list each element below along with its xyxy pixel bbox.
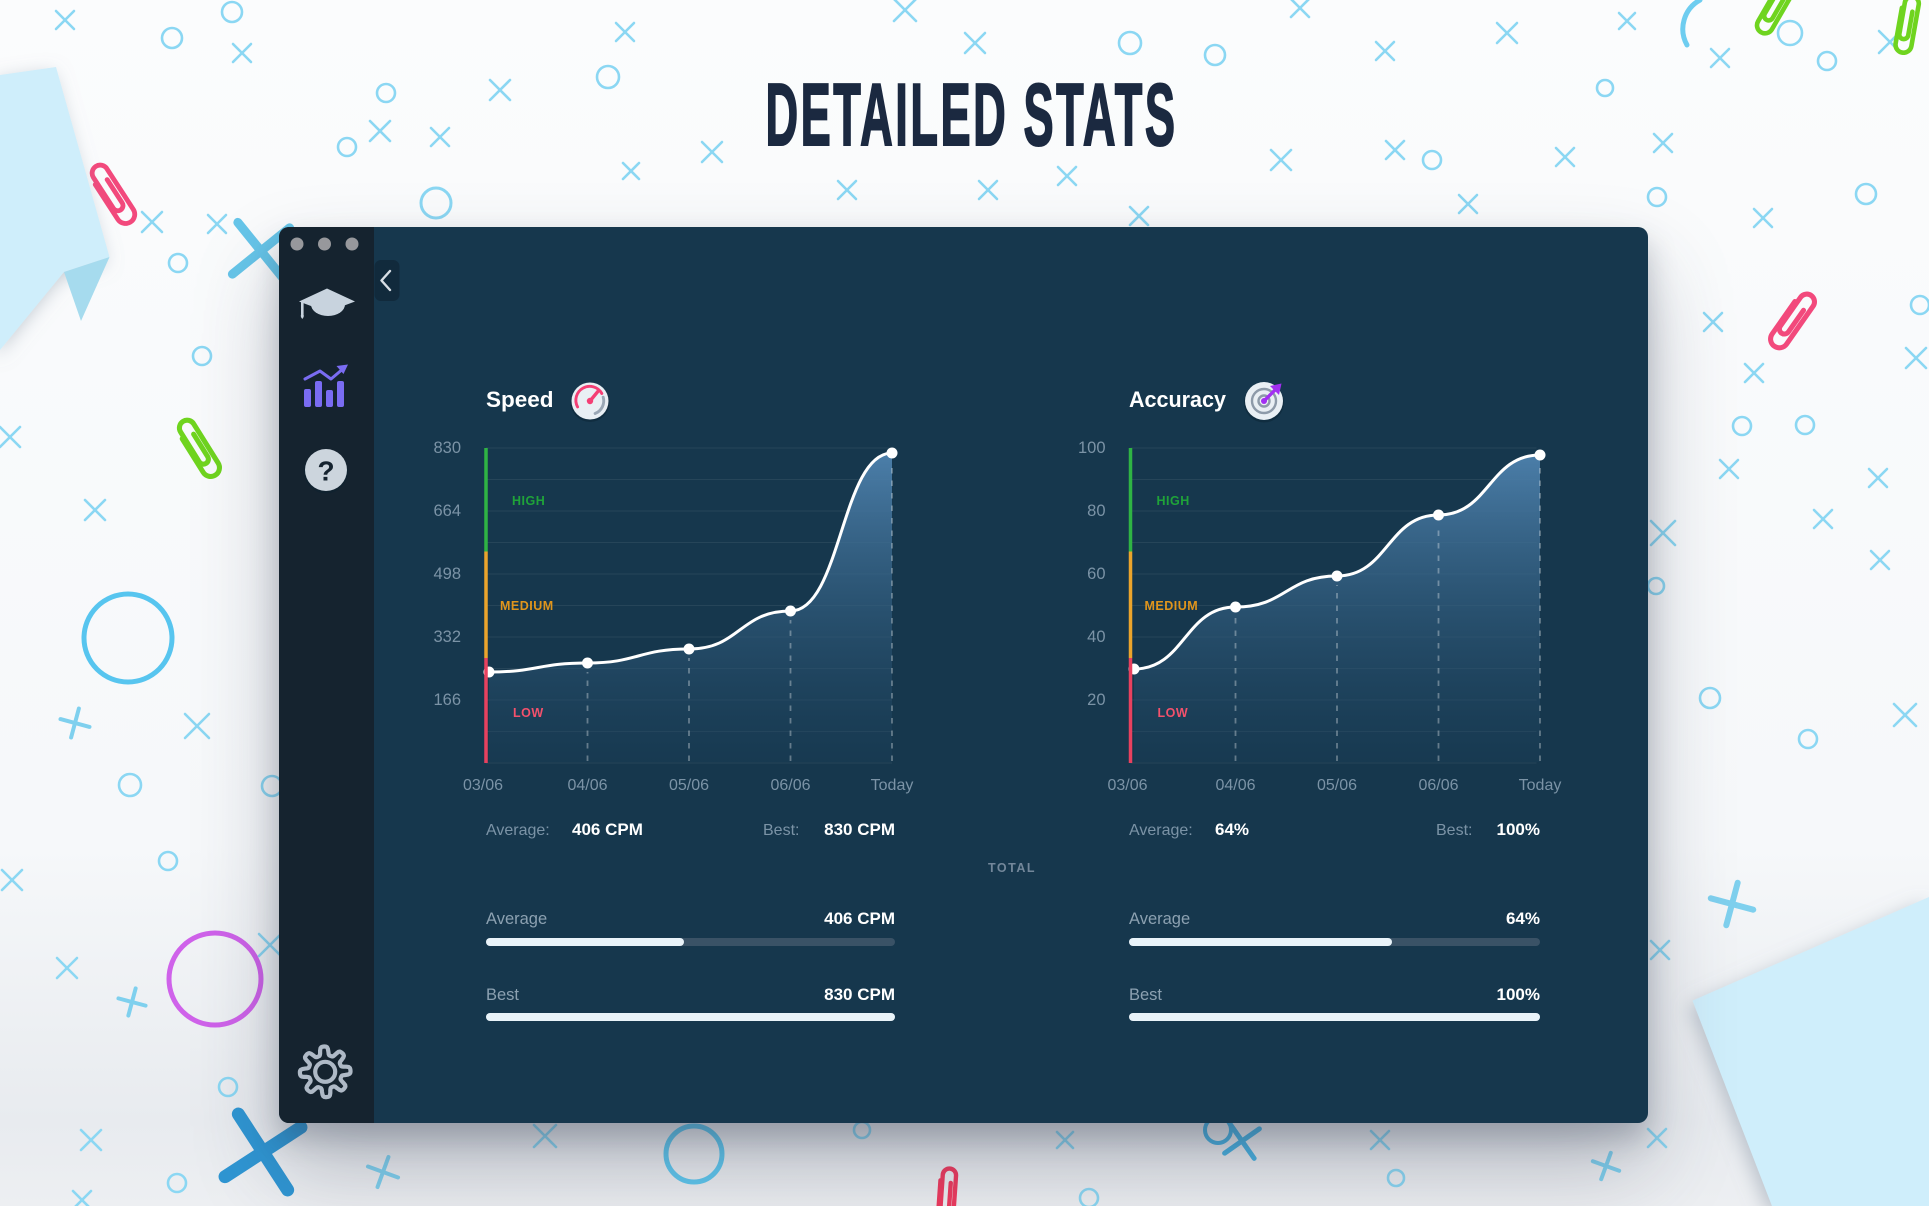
svg-text:Best:: Best: — [1436, 822, 1472, 839]
svg-text:05/06: 05/06 — [1317, 777, 1357, 794]
svg-text:830 CPM: 830 CPM — [824, 820, 895, 839]
svg-text:03/06: 03/06 — [463, 777, 503, 794]
svg-text:Best: Best — [486, 986, 519, 1004]
svg-text:MEDIUM: MEDIUM — [1145, 599, 1199, 613]
svg-text:HIGH: HIGH — [512, 494, 545, 508]
svg-text:406 CPM: 406 CPM — [824, 909, 895, 928]
svg-text:80: 80 — [1087, 502, 1105, 520]
svg-text:TOTAL: TOTAL — [988, 861, 1036, 875]
svg-text:64%: 64% — [1506, 909, 1540, 928]
svg-text:05/06: 05/06 — [669, 777, 709, 794]
svg-text:166: 166 — [433, 691, 461, 709]
svg-text:06/06: 06/06 — [1418, 777, 1458, 794]
svg-text:MEDIUM: MEDIUM — [500, 599, 554, 613]
svg-text:LOW: LOW — [513, 706, 544, 720]
svg-text:100%: 100% — [1497, 985, 1540, 1004]
svg-text:498: 498 — [433, 565, 461, 583]
svg-text:40: 40 — [1087, 628, 1105, 646]
svg-text:?: ? — [317, 456, 334, 487]
svg-text:60: 60 — [1087, 565, 1105, 583]
svg-text:64%: 64% — [1215, 820, 1249, 839]
svg-text:Average:: Average: — [486, 822, 550, 839]
svg-text:332: 332 — [433, 628, 461, 646]
svg-text:HIGH: HIGH — [1157, 494, 1190, 508]
svg-text:Average:: Average: — [1129, 822, 1193, 839]
svg-text:Accuracy: Accuracy — [1129, 387, 1226, 412]
svg-text:04/06: 04/06 — [1215, 777, 1255, 794]
svg-text:Best: Best — [1129, 986, 1162, 1004]
svg-text:Average: Average — [486, 910, 547, 928]
svg-text:406 CPM: 406 CPM — [572, 820, 643, 839]
svg-text:100: 100 — [1078, 439, 1106, 457]
svg-text:Today: Today — [1519, 777, 1562, 794]
svg-text:Today: Today — [871, 777, 914, 794]
svg-text:Best:: Best: — [763, 822, 799, 839]
svg-text:LOW: LOW — [1158, 706, 1189, 720]
svg-text:100%: 100% — [1497, 820, 1540, 839]
svg-text:Speed: Speed — [486, 387, 554, 412]
svg-text:830: 830 — [433, 439, 461, 457]
svg-text:664: 664 — [433, 502, 461, 520]
svg-text:830 CPM: 830 CPM — [824, 985, 895, 1004]
svg-text:04/06: 04/06 — [567, 777, 607, 794]
svg-text:03/06: 03/06 — [1107, 777, 1147, 794]
svg-text:06/06: 06/06 — [770, 777, 810, 794]
svg-text:Average: Average — [1129, 910, 1190, 928]
svg-text:20: 20 — [1087, 691, 1105, 709]
